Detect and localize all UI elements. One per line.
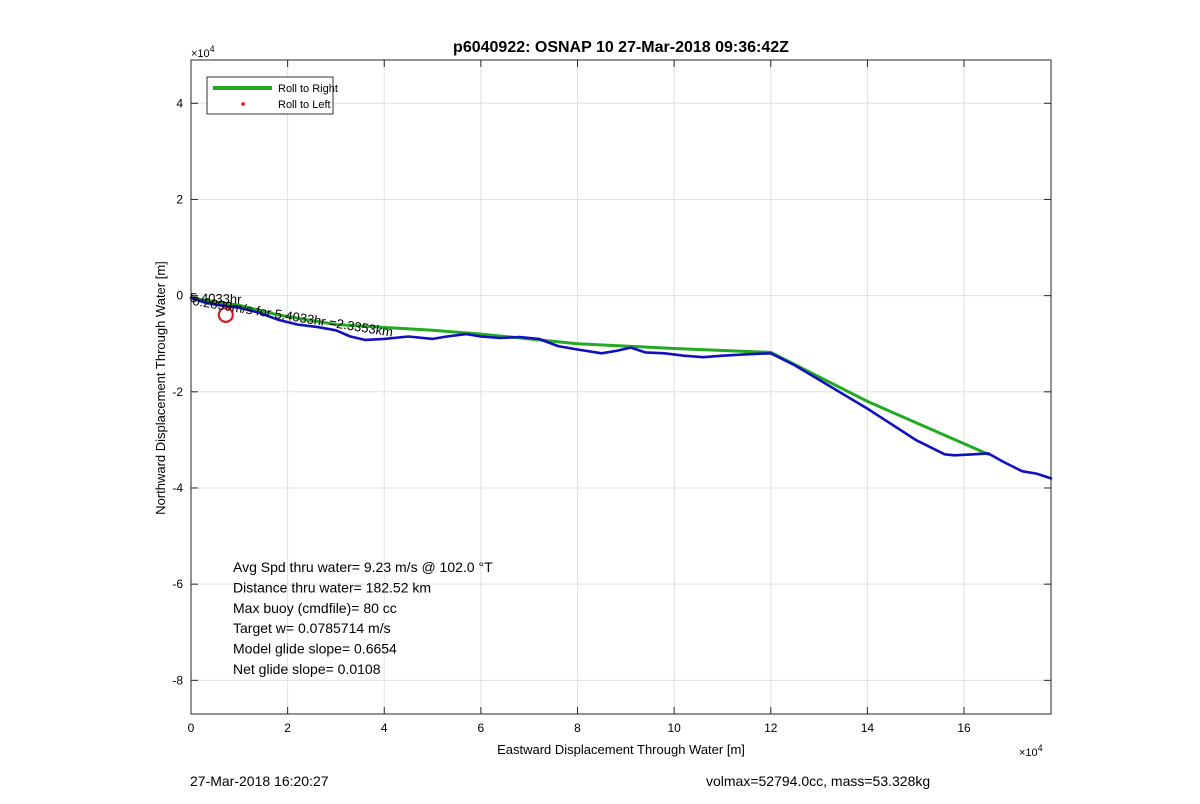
y-tick-label: -6	[172, 577, 183, 591]
axes-frame	[190, 59, 1052, 715]
x-exponent-base: ×10	[1019, 747, 1038, 759]
start-marker	[217, 306, 234, 323]
series-layer	[189, 296, 1053, 480]
x-tick-label: 6	[478, 721, 485, 735]
y-axis-label: Northward Displacement Through Water [m]	[153, 261, 168, 515]
x-exponent-label: ×104	[1019, 743, 1043, 759]
y-tick-label: 4	[176, 96, 183, 110]
stats-line: Max buoy (cmdfile)= 80 cc	[233, 600, 397, 616]
stats-line: Distance thru water= 182.52 km	[233, 579, 431, 595]
x-tick-label: 8	[574, 721, 581, 735]
footer-mass-info: volmax=52794.0cc, mass=53.328kg	[706, 773, 931, 789]
x-exponent-power: 4	[1038, 743, 1043, 753]
y-tick-label: -2	[172, 385, 183, 399]
grid	[190, 60, 1051, 714]
stats-line: Model glide slope= 0.6654	[233, 641, 397, 657]
axes: 0 2 4 6 8 10 12 14 16 -8 -6 -4 -2 0 2 4	[172, 59, 1052, 735]
x-tick-label: 14	[861, 721, 875, 735]
x-tick-label: 12	[764, 721, 778, 735]
x-tick-label: 10	[667, 721, 681, 735]
plot-area	[191, 60, 1051, 714]
legend-swatch-roll-left	[241, 102, 245, 106]
y-exponent-label: ×104	[191, 44, 215, 60]
chart-title: p6040922: OSNAP 10 27-Mar-2018 09:36:42Z	[453, 39, 789, 56]
stats-block: Avg Spd thru water= 9.23 m/s @ 102.0 °T D…	[233, 559, 493, 677]
x-tick-label: 16	[957, 721, 971, 735]
y-tick-label: -8	[172, 673, 183, 687]
legend-label-roll-left: Roll to Left	[278, 99, 331, 111]
track-annotation-overlap: 5.4033hr	[190, 290, 242, 307]
stats-line: Avg Spd thru water= 9.23 m/s @ 102.0 °T	[233, 559, 493, 575]
legend-label-roll-right: Roll to Right	[278, 83, 338, 95]
y-tick-label: -4	[172, 481, 183, 495]
series-line-track	[189, 296, 1053, 480]
y-tick-label: 0	[176, 289, 183, 303]
x-tick-label: 2	[284, 721, 291, 735]
legend-box	[206, 76, 334, 115]
legend: Roll to Right Roll to Left	[206, 76, 338, 115]
x-tick-label: 4	[381, 721, 388, 735]
y-exponent-base: ×10	[191, 48, 210, 60]
y-tick-label: 2	[176, 192, 183, 206]
y-exponent-power: 4	[210, 44, 215, 54]
stats-line: Target w= 0.0785714 m/s	[233, 620, 391, 636]
x-tick-label: 0	[188, 721, 195, 735]
footer-timestamp: 27-Mar-2018 16:20:27	[190, 773, 329, 789]
x-axis-label: Eastward Displacement Through Water [m]	[497, 742, 745, 757]
stats-line: Net glide slope= 0.0108	[233, 661, 381, 677]
